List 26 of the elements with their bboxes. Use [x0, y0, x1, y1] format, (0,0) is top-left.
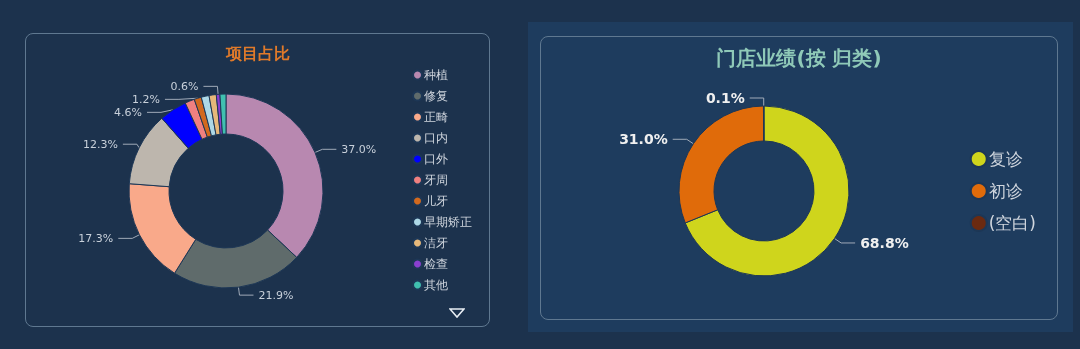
- data-label: 0.6%: [170, 79, 199, 93]
- data-label: 17.3%: [78, 231, 114, 245]
- data-label: 37.0%: [341, 142, 377, 156]
- legend-label: 口内: [424, 131, 448, 145]
- legend-label: 正畸: [424, 110, 448, 124]
- legend-label: 早期矫正: [424, 215, 472, 229]
- chart-title: 项目占比: [224, 43, 290, 63]
- legend-label: 口外: [424, 152, 448, 166]
- legend-label: 其他: [424, 278, 448, 292]
- legend-label: 修复: [424, 89, 448, 103]
- legend-label: 检查: [424, 257, 448, 271]
- data-label: 31.0%: [619, 131, 668, 148]
- data-label: 68.8%: [860, 234, 909, 251]
- legend-label: 初诊: [988, 181, 1023, 201]
- legend-label: 种植: [424, 68, 448, 82]
- data-label: 12.3%: [82, 137, 118, 151]
- data-label: 21.9%: [258, 288, 294, 302]
- chart-title: 门店业绩(按 归类): [716, 46, 882, 70]
- legend-label: (空白): [988, 213, 1036, 233]
- legend-label: 复诊: [988, 149, 1023, 169]
- legend-label: 儿牙: [424, 194, 448, 208]
- data-label: 0.1%: [705, 90, 745, 106]
- legend-label: 洁牙: [424, 236, 448, 250]
- data-label: 4.6%: [114, 105, 142, 119]
- legend-label: 牙周: [424, 173, 448, 187]
- data-label: 1.2%: [131, 92, 160, 106]
